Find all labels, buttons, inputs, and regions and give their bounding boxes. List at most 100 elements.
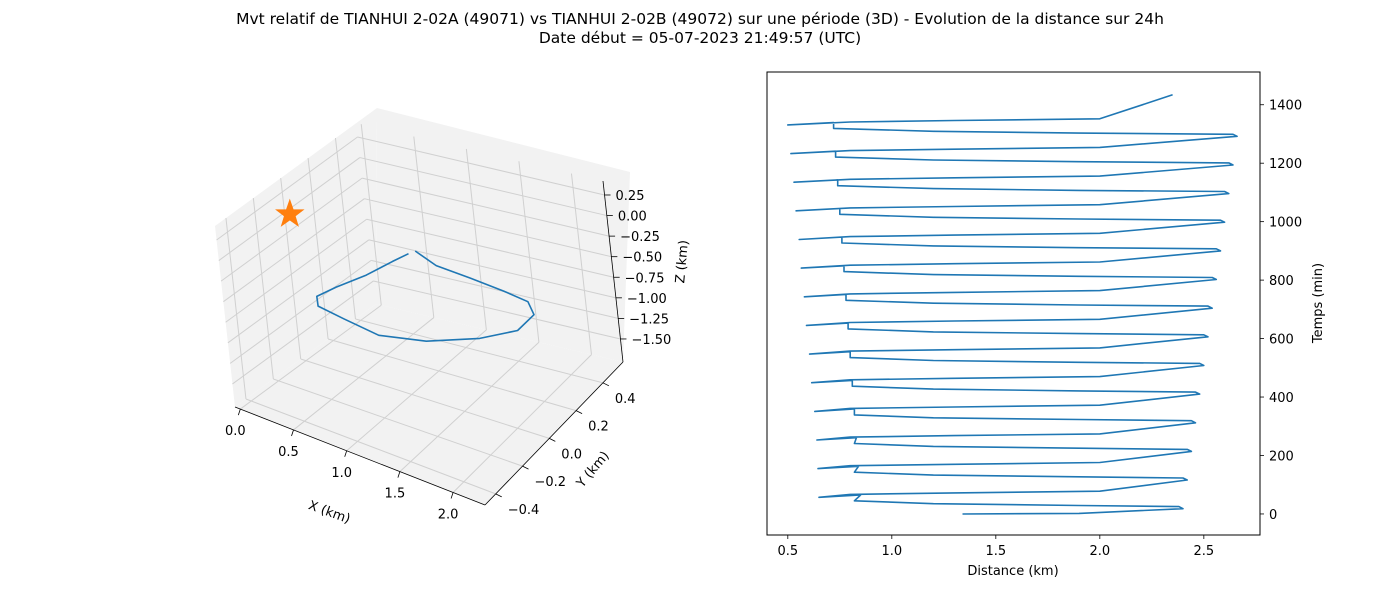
z-tick-label: 0.00 <box>618 210 647 225</box>
y-tick-label: 1000 <box>1269 216 1302 231</box>
grid-line <box>518 161 540 343</box>
trajectory-3d <box>275 198 535 343</box>
y-tick-label: 0 <box>1269 508 1277 523</box>
grid-line <box>240 304 382 410</box>
chart-2d: 0.5 1.0 1.5 2.0 2.5 0 200 400 600 800 1000 1200 140… <box>766 71 1326 579</box>
x-tick-mark <box>450 492 454 499</box>
grid-line <box>371 259 619 319</box>
z-axis-line-3d <box>602 180 624 363</box>
x-tick-mark <box>291 429 294 437</box>
grid-line <box>364 198 612 258</box>
figure-subtitle: Date début = 05-07-2023 21:49:57 (UTC) <box>538 29 862 47</box>
grid-line <box>229 259 372 364</box>
grid-line <box>334 137 356 320</box>
y-tick-mark <box>549 438 556 442</box>
y-axis-label: Temps (min) <box>1311 263 1326 344</box>
y-tick-label: 600 <box>1269 333 1294 348</box>
grid-line <box>361 177 610 237</box>
x-tick-label: 2.0 <box>1089 544 1110 559</box>
x-tick-label: 2.5 <box>1193 544 1214 559</box>
y-tick-mark <box>522 465 529 470</box>
z-tick-label: −1.50 <box>631 333 671 348</box>
grid-line <box>368 239 617 299</box>
grid-line <box>227 239 370 344</box>
grid-line <box>570 173 592 355</box>
ticks-3d: 0.0 0.5 1.0 1.5 2.0 −0.4 −0.2 0.0 0.2 0.4 0.25 0.00… <box>225 189 671 523</box>
y-tick-label: 1400 <box>1269 99 1302 114</box>
x-tick-label: 0.5 <box>777 544 798 559</box>
grid-line <box>359 157 607 217</box>
grid-line <box>220 177 363 282</box>
grid-line <box>280 177 302 360</box>
x-ticks: 0.5 1.0 1.5 2.0 2.5 <box>777 535 1214 559</box>
figure-title: Mvt relatif de TIANHUI 2-02A (49071) vs … <box>236 10 1164 28</box>
y-tick-label: 0.4 <box>615 392 636 407</box>
pane-back <box>376 108 630 362</box>
grid-line <box>225 217 247 400</box>
z-tick-label: −1.25 <box>629 312 669 327</box>
grid-3d <box>216 124 621 495</box>
grid-line <box>399 341 540 473</box>
y-tick-label: −0.2 <box>535 475 567 490</box>
x-tick-label: 1.5 <box>385 487 406 502</box>
grid-line <box>252 197 274 380</box>
x-tick-label: 1.0 <box>881 544 902 559</box>
grid-line <box>300 358 550 439</box>
x-tick-label: 1.0 <box>331 466 352 481</box>
grid-line <box>366 218 614 278</box>
z-tick-label: −0.25 <box>620 230 660 245</box>
x-axis-label: Distance (km) <box>967 564 1058 579</box>
grid-line <box>327 338 577 412</box>
y-ticks: 0 200 400 600 800 1000 1200 1400 <box>1260 99 1302 523</box>
x-tick-label: 0.5 <box>278 445 299 460</box>
x-tick-label: 2.0 <box>438 507 459 522</box>
y-tick-label: 800 <box>1269 274 1294 289</box>
z-tick-label: −0.50 <box>622 251 662 266</box>
x-tick-mark <box>397 471 401 478</box>
grid-line <box>357 136 605 196</box>
grid-line <box>373 280 621 340</box>
y-tick-label: 0.0 <box>561 447 582 462</box>
grid-line <box>293 317 435 431</box>
x-axis-line-3d <box>234 406 486 506</box>
y-tick-label: 1200 <box>1269 157 1302 172</box>
y-tick-mark <box>575 410 583 414</box>
x-tick-mark <box>237 408 241 416</box>
grid-line <box>465 148 487 330</box>
y-tick-mark <box>495 493 502 498</box>
distance-series <box>786 94 1238 515</box>
y-axis-line-3d <box>484 361 624 506</box>
y-tick-label: 0.2 <box>588 420 609 435</box>
grid-line <box>413 136 435 318</box>
z-tick-label: −1.00 <box>627 292 667 307</box>
grid-line <box>232 280 374 385</box>
y-tick-label: 200 <box>1269 449 1294 464</box>
z-axis-label-3d: Z (km) <box>673 239 692 284</box>
grid-line <box>273 378 523 467</box>
z-tick-label: −0.75 <box>625 271 665 286</box>
x-axis-label-3d: X (km) <box>306 498 352 527</box>
grid-line <box>216 136 358 241</box>
reference-star-marker <box>275 198 305 227</box>
grid-line <box>346 329 487 452</box>
trajectory-line <box>315 250 535 343</box>
axis-lines-3d <box>234 180 624 506</box>
chart-3d: 0.0 0.5 1.0 1.5 2.0 −0.4 −0.2 0.0 0.2 0.4 0.25 0.00… <box>215 108 692 527</box>
grid-line <box>452 354 592 493</box>
x-tick-mark <box>344 450 348 457</box>
x-tick-label: 1.5 <box>985 544 1006 559</box>
x-tick-label: 0.0 <box>225 424 246 439</box>
grid-line <box>223 198 365 303</box>
z-tick-label: 0.25 <box>616 189 645 204</box>
y-tick-label: −0.4 <box>508 503 540 518</box>
pane-left <box>215 108 377 407</box>
grid-line <box>245 398 496 495</box>
grid-line <box>355 318 604 384</box>
plot-frame <box>766 71 1261 536</box>
y-tick-mark <box>602 382 610 387</box>
grid-line <box>225 218 367 323</box>
distance-line <box>786 94 1238 515</box>
y-tick-label: 400 <box>1269 391 1294 406</box>
grid-line <box>360 124 382 306</box>
